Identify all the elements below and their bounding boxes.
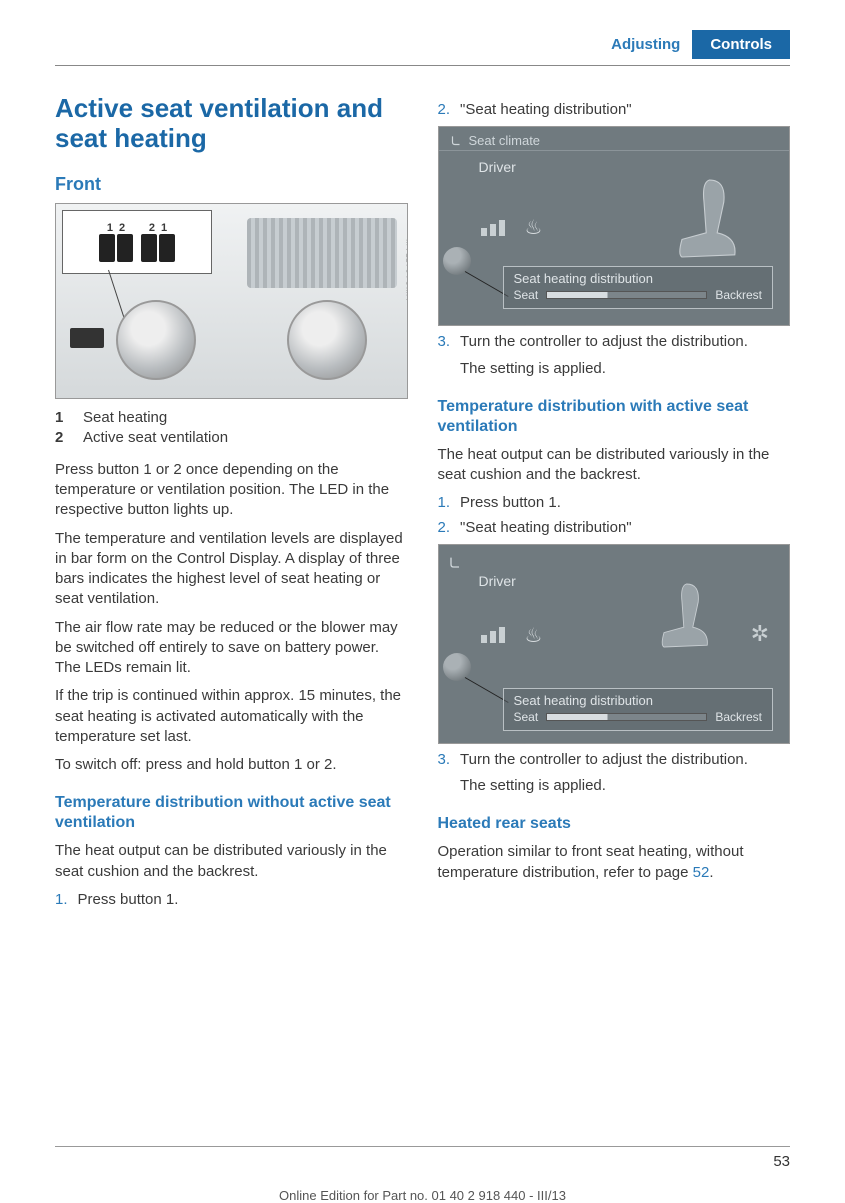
- step-number: 3.: [438, 750, 451, 797]
- heading-temp-dist-noactive: Temperature distribution without active …: [55, 793, 408, 833]
- step-text: The setting is applied.: [460, 359, 748, 379]
- seat-icon: [447, 555, 463, 571]
- controller-knob-icon: [443, 653, 471, 681]
- header-rule: [55, 65, 790, 66]
- step-text: "Seat heating distribution": [460, 518, 632, 538]
- body-text: The heat output can be distributed vario…: [438, 445, 791, 486]
- distribution-slider: [546, 291, 707, 299]
- figure-screen-seat-climate: Seat climate Driver ♨ Seat heating distr…: [438, 126, 791, 326]
- breadcrumb-section: Adjusting: [611, 30, 692, 59]
- distribution-box: Seat heating distribution Seat Backrest: [503, 266, 774, 309]
- step-number: 2.: [438, 518, 451, 538]
- heat-waves-icon: ♨: [525, 623, 541, 648]
- heading-front: Front: [55, 174, 408, 195]
- breadcrumb-chapter: Controls: [692, 30, 790, 59]
- driver-label: Driver: [479, 573, 774, 589]
- body-text: Operation similar to front seat heating,…: [438, 842, 791, 883]
- footer-edition: Online Edition for Part no. 01 40 2 918 …: [55, 1188, 790, 1203]
- step-text: The setting is applied.: [460, 776, 748, 796]
- step-number: 1.: [438, 493, 451, 513]
- heading-heated-rear: Heated rear seats: [438, 814, 791, 834]
- step-text: Turn the controller to adjust the distri…: [460, 750, 748, 770]
- figure-legend: 1Seat heating 2Active seat ventilation: [55, 409, 408, 446]
- figure-screen-seat-climate-active: Driver ♨ ✲ Seat heating distribution: [438, 544, 791, 744]
- fan-icon: ✲: [751, 621, 769, 647]
- seat-icon: [449, 134, 463, 148]
- step-text: Press button 1.: [78, 890, 179, 910]
- body-text: The heat output can be distributed vario…: [55, 841, 408, 882]
- page-number: 53: [773, 1153, 790, 1170]
- step-text: Press button 1.: [460, 493, 561, 513]
- step-number: 3.: [438, 332, 451, 379]
- seat-illustration-icon: [649, 169, 759, 279]
- figure-dashboard: 12 21 MV1178TCMA: [55, 203, 408, 399]
- page-title: Active seat ventilation and seat heating: [55, 94, 408, 154]
- page-ref-link[interactable]: 52: [693, 864, 710, 881]
- distribution-box: Seat heating distribution Seat Backrest: [503, 688, 774, 731]
- step-number: 2.: [438, 100, 451, 120]
- footer-rule: [55, 1146, 790, 1147]
- distribution-slider: [546, 713, 707, 721]
- step-number: 1.: [55, 890, 68, 910]
- seat-illustration-icon: [637, 575, 727, 665]
- body-text: The temperature and ventilation levels a…: [55, 529, 408, 610]
- heat-waves-icon: ♨: [525, 215, 541, 240]
- heading-temp-dist-active: Temperature distribution with active sea…: [438, 397, 791, 437]
- body-text: Press button 1 or 2 once depending on th…: [55, 460, 408, 521]
- body-text: If the trip is continued within approx. …: [55, 686, 408, 747]
- level-bars-icon: [481, 220, 505, 236]
- figure-code: MV1178TCMA: [404, 239, 408, 301]
- level-bars-icon: [481, 627, 505, 643]
- step-text: "Seat heating distribution": [460, 100, 632, 120]
- body-text: The air flow rate may be reduced or the …: [55, 618, 408, 679]
- step-text: Turn the controller to adjust the distri…: [460, 332, 748, 352]
- body-text: To switch off: press and hold button 1 o…: [55, 755, 408, 775]
